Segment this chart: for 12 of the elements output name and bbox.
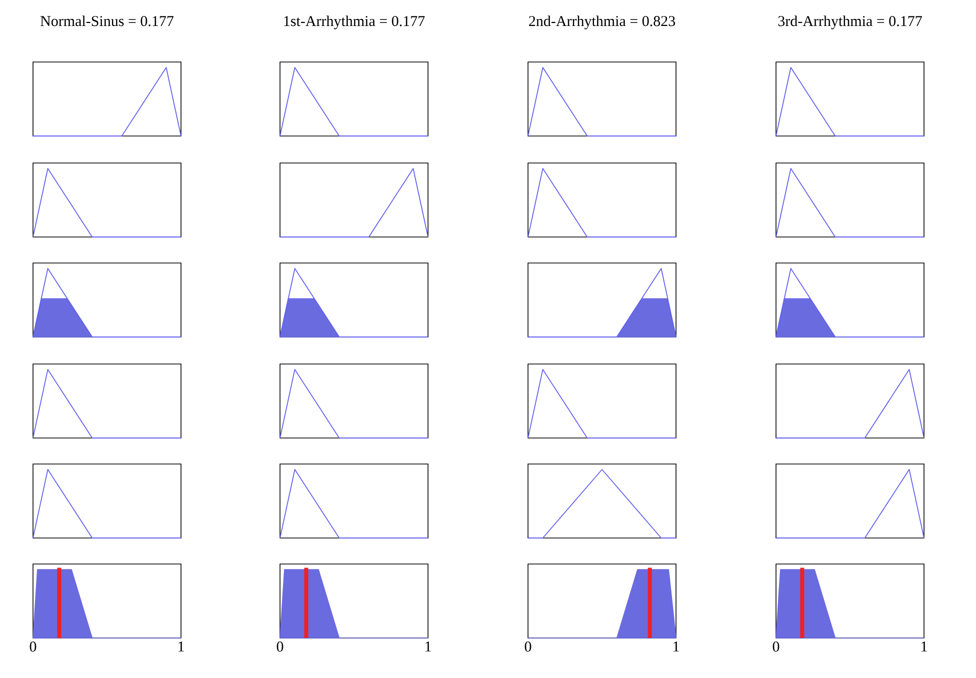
x-tick-label: 1 <box>178 642 184 652</box>
x-tick-label: 0 <box>276 642 284 652</box>
x-tick-label: 0 <box>524 642 532 652</box>
x-tick-label: 1 <box>674 642 679 652</box>
chart-title: Normal-Sinus = 0.177 <box>40 16 174 26</box>
chart-title: 1st-Arrhythmia = 0.177 <box>284 16 425 30</box>
chart-title: 3rd-Arrhythmia = 0.177 <box>778 16 922 30</box>
x-tick-label: 0 <box>30 642 36 652</box>
chart-title: 2nd-Arrhythmia = 0.823 <box>529 16 676 30</box>
x-tick-label: 1 <box>426 642 431 652</box>
x-tick-label: 0 <box>772 642 780 652</box>
x-tick-label: 1 <box>922 642 927 652</box>
